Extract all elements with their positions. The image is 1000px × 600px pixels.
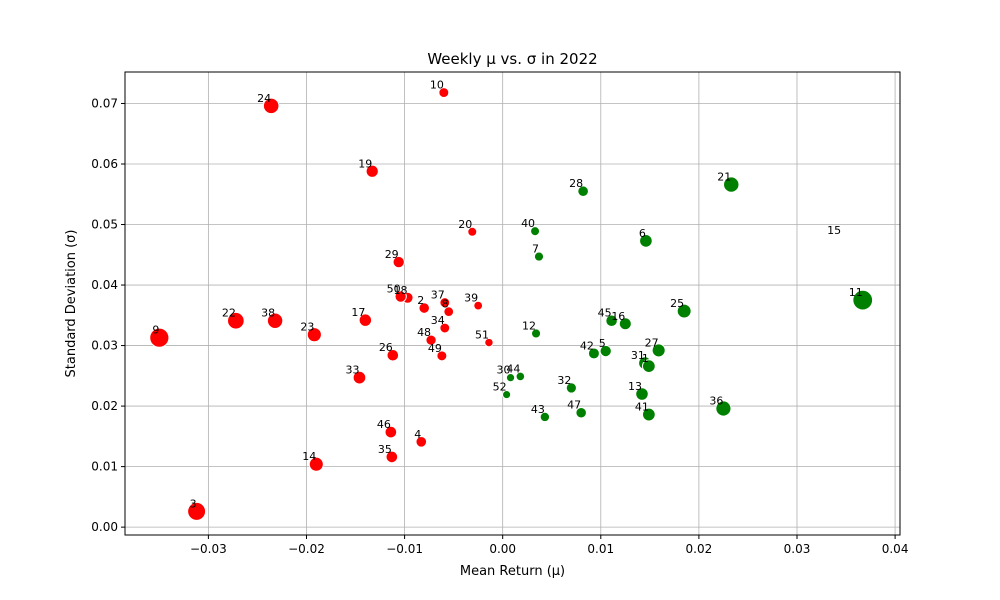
point-label: 52 [493, 381, 507, 394]
point-label: 14 [302, 450, 316, 463]
x-tick-label: 0.01 [587, 542, 614, 556]
y-tick-label: 0.06 [91, 157, 118, 171]
point-label: 42 [580, 339, 594, 352]
point-label: 7 [532, 243, 539, 256]
point-label: 5 [599, 337, 606, 350]
point-label: 20 [458, 218, 472, 231]
point-label: 49 [428, 342, 442, 355]
point-label: 47 [567, 399, 581, 412]
y-tick-label: 0.02 [91, 399, 118, 413]
x-tick-label: −0.01 [386, 542, 423, 556]
point-label: 23 [300, 321, 314, 334]
x-tick-label: −0.02 [288, 542, 325, 556]
point-label: 38 [261, 307, 275, 320]
point-label: 16 [611, 310, 625, 323]
point-label: 21 [717, 171, 731, 184]
x-tick-label: −0.03 [190, 542, 227, 556]
point-label: 25 [670, 297, 684, 310]
point-label: 39 [464, 292, 478, 305]
point-label: 15 [827, 224, 841, 237]
point-label: 41 [635, 401, 649, 414]
point-label: 46 [377, 418, 391, 431]
point-label: 9 [152, 324, 159, 337]
chart-title: Weekly μ vs. σ in 2022 [427, 50, 597, 68]
point-label: 48 [417, 326, 431, 339]
point-label: 13 [628, 380, 642, 393]
point-label: 27 [645, 336, 659, 349]
y-tick-label: 0.03 [91, 339, 118, 353]
point-label: 35 [378, 443, 392, 456]
x-tick-label: 0.04 [882, 542, 909, 556]
y-tick-label: 0.01 [91, 460, 118, 474]
point-label: 24 [257, 92, 271, 105]
point-label: 44 [506, 362, 520, 375]
point-label: 2 [417, 294, 424, 307]
x-tick-label: 0.00 [489, 542, 516, 556]
point-label: 12 [522, 319, 536, 332]
point-label: 33 [345, 364, 359, 377]
point-label: 17 [351, 306, 365, 319]
point-label: 29 [385, 248, 399, 261]
point-label: 3 [190, 497, 197, 510]
point-label: 51 [475, 329, 489, 342]
point-label: 22 [222, 307, 236, 320]
y-tick-label: 0.07 [91, 96, 118, 110]
point-label: 50 [387, 283, 401, 296]
point-label: 1 [642, 352, 649, 365]
x-tick-label: 0.02 [686, 542, 713, 556]
point-label: 45 [598, 307, 612, 320]
y-tick-label: 0.00 [91, 520, 118, 534]
point-label: 6 [639, 227, 646, 240]
point-label: 11 [849, 286, 863, 299]
point-label: 4 [414, 428, 421, 441]
y-tick-label: 0.04 [91, 278, 118, 292]
point-label: 10 [430, 79, 444, 92]
point-label: 19 [358, 157, 372, 170]
point-label: 26 [379, 341, 393, 354]
point-label: 40 [521, 217, 535, 230]
y-axis-label: Standard Deviation (σ) [64, 230, 79, 378]
point-label: 43 [531, 403, 545, 416]
point-label: 34 [431, 314, 445, 327]
point-label: 37 [431, 289, 445, 302]
y-tick-label: 0.05 [91, 218, 118, 232]
point-label: 36 [709, 395, 723, 408]
x-axis-label: Mean Return (μ) [460, 564, 565, 579]
point-label: 28 [569, 177, 583, 190]
point-label: 32 [557, 374, 571, 387]
x-tick-label: 0.03 [784, 542, 811, 556]
